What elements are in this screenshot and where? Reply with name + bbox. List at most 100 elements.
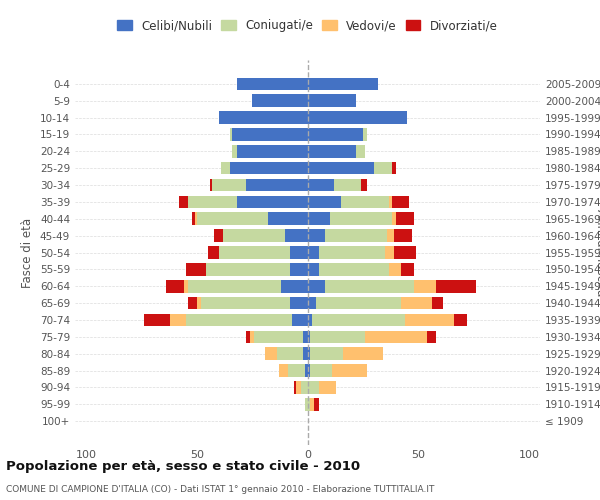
Legend: Celibi/Nubili, Coniugati/e, Vedovi/e, Divorziati/e: Celibi/Nubili, Coniugati/e, Vedovi/e, Di…	[114, 16, 501, 36]
Bar	[215, 230, 223, 242]
Bar	[281, 280, 308, 292]
Bar	[325, 280, 414, 292]
Bar	[308, 314, 312, 326]
Bar	[392, 162, 396, 174]
Bar	[431, 297, 443, 310]
Bar	[319, 381, 336, 394]
Bar	[223, 230, 286, 242]
Bar	[341, 196, 389, 208]
Bar	[250, 330, 254, 343]
Bar	[296, 381, 301, 394]
Bar	[314, 398, 319, 410]
Bar	[230, 128, 232, 141]
Bar	[290, 297, 308, 310]
Bar	[310, 398, 314, 410]
Bar	[308, 212, 329, 225]
Text: Popolazione per età, sesso e stato civile - 2010: Popolazione per età, sesso e stato civil…	[6, 460, 360, 473]
Bar	[374, 162, 392, 174]
Bar	[252, 94, 308, 107]
Bar	[268, 212, 308, 225]
Bar	[166, 280, 184, 292]
Bar	[308, 230, 325, 242]
Bar	[389, 196, 392, 208]
Bar	[287, 364, 305, 377]
Bar	[303, 330, 308, 343]
Bar	[308, 280, 325, 292]
Bar	[436, 280, 476, 292]
Bar	[310, 348, 343, 360]
Bar	[394, 230, 412, 242]
Bar	[308, 330, 310, 343]
Bar	[325, 230, 387, 242]
Bar	[308, 246, 319, 259]
Bar	[394, 246, 416, 259]
Bar	[219, 111, 308, 124]
Bar	[212, 178, 245, 192]
Bar	[170, 314, 186, 326]
Bar	[389, 263, 401, 276]
Bar	[308, 263, 319, 276]
Bar	[319, 246, 385, 259]
Bar	[319, 263, 389, 276]
Bar	[186, 314, 292, 326]
Bar	[236, 78, 308, 90]
Bar	[143, 314, 170, 326]
Bar	[310, 364, 332, 377]
Bar	[193, 212, 194, 225]
Bar	[414, 280, 436, 292]
Bar	[221, 162, 230, 174]
Bar	[194, 212, 197, 225]
Bar	[308, 145, 356, 158]
Bar	[294, 381, 296, 394]
Bar	[392, 196, 409, 208]
Bar	[385, 246, 394, 259]
Bar	[265, 348, 277, 360]
Bar	[184, 280, 188, 292]
Bar	[277, 348, 303, 360]
Bar	[197, 297, 201, 310]
Bar	[396, 212, 414, 225]
Bar	[186, 263, 206, 276]
Bar	[188, 280, 281, 292]
Bar	[245, 330, 250, 343]
Bar	[454, 314, 467, 326]
Bar	[401, 297, 431, 310]
Bar	[312, 314, 405, 326]
Bar	[427, 330, 436, 343]
Bar	[316, 297, 401, 310]
Bar	[206, 263, 290, 276]
Bar	[308, 111, 407, 124]
Bar	[343, 348, 383, 360]
Bar	[308, 178, 334, 192]
Bar	[301, 381, 308, 394]
Bar	[308, 162, 374, 174]
Bar	[236, 145, 308, 158]
Bar	[254, 330, 303, 343]
Bar	[232, 145, 236, 158]
Bar	[201, 297, 290, 310]
Bar	[365, 330, 427, 343]
Y-axis label: Anni di nascita: Anni di nascita	[594, 209, 600, 296]
Bar	[361, 178, 367, 192]
Bar	[308, 94, 356, 107]
Bar	[303, 348, 308, 360]
Bar	[279, 364, 287, 377]
Bar	[179, 196, 188, 208]
Bar	[308, 78, 379, 90]
Bar	[308, 381, 319, 394]
Bar	[308, 398, 310, 410]
Bar	[310, 330, 365, 343]
Bar	[286, 230, 308, 242]
Bar	[329, 212, 392, 225]
Bar	[356, 145, 365, 158]
Y-axis label: Fasce di età: Fasce di età	[22, 218, 34, 288]
Bar	[332, 364, 367, 377]
Bar	[197, 212, 268, 225]
Bar	[334, 178, 361, 192]
Bar	[292, 314, 308, 326]
Bar	[305, 398, 308, 410]
Bar	[236, 196, 308, 208]
Bar	[290, 263, 308, 276]
Bar	[290, 246, 308, 259]
Bar	[308, 348, 310, 360]
